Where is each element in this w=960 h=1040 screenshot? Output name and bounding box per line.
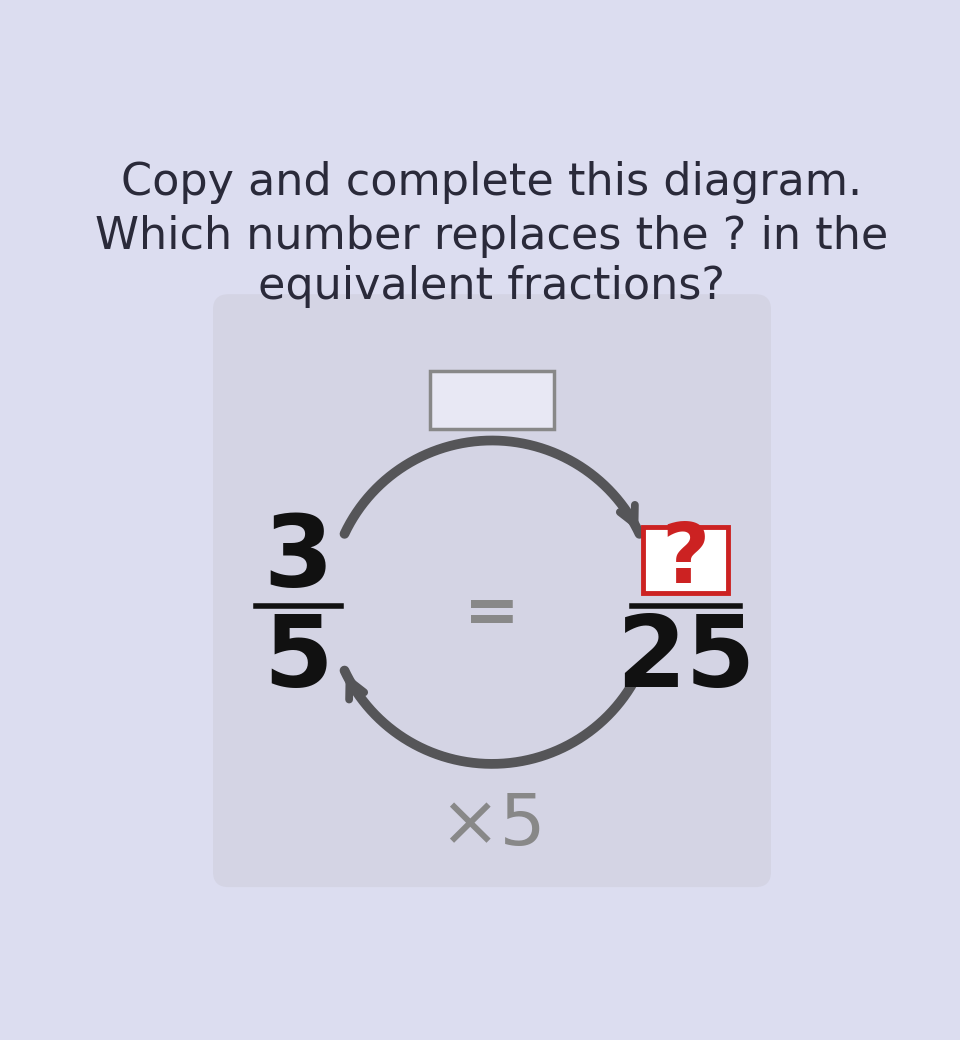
Text: 5: 5 bbox=[263, 612, 333, 708]
Text: 25: 25 bbox=[616, 612, 756, 708]
Text: 3: 3 bbox=[263, 512, 333, 608]
Text: Which number replaces the ? in the: Which number replaces the ? in the bbox=[95, 215, 889, 258]
FancyBboxPatch shape bbox=[643, 527, 729, 593]
Text: ?: ? bbox=[661, 519, 709, 600]
Text: Copy and complete this diagram.: Copy and complete this diagram. bbox=[121, 161, 863, 204]
Text: =: = bbox=[464, 580, 520, 647]
Text: equivalent fractions?: equivalent fractions? bbox=[258, 265, 726, 308]
Text: ×5: ×5 bbox=[439, 791, 545, 860]
FancyBboxPatch shape bbox=[430, 371, 554, 428]
FancyBboxPatch shape bbox=[213, 294, 771, 887]
